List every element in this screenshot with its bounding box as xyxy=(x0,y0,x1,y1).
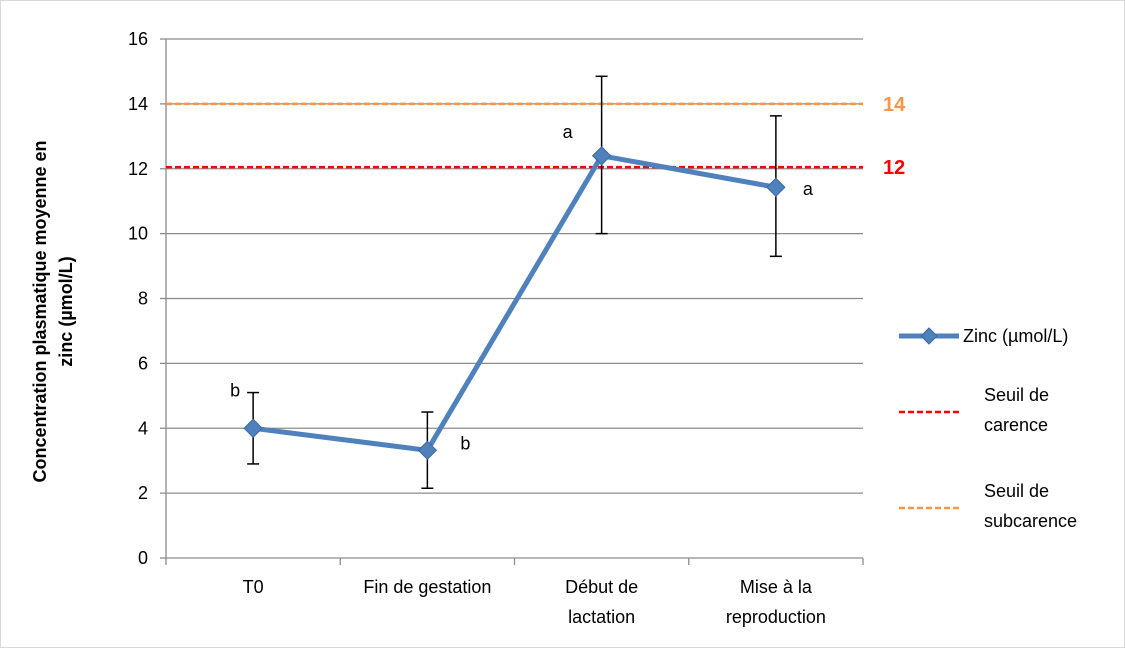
y-tick-label-8: 8 xyxy=(138,289,148,309)
gridlines xyxy=(166,38,863,494)
y-tick-label-14: 14 xyxy=(128,94,148,114)
y-tick-label-6: 6 xyxy=(138,353,148,373)
y-tick-label-12: 12 xyxy=(128,159,148,179)
legend: Zinc (µmol/L) Seuil de carence Seuil de subc… xyxy=(899,326,1077,531)
threshold-lines xyxy=(166,102,863,169)
chart-labels: 12 14 b b a a xyxy=(230,94,906,453)
data-point-2 xyxy=(591,146,612,166)
data-point-1 xyxy=(417,440,438,461)
significance-label-3: a xyxy=(803,179,814,199)
legend-label-threshold-0-1: carence xyxy=(984,415,1048,435)
y-tick-label-16: 16 xyxy=(128,29,148,49)
y-tick-label-10: 10 xyxy=(128,224,148,244)
y-tick-label-0: 0 xyxy=(138,548,148,568)
y-tick-label-2: 2 xyxy=(138,483,148,503)
significance-label-0: b xyxy=(230,380,240,400)
data-series xyxy=(243,146,786,461)
series-line-zinc xyxy=(252,153,777,453)
legend-marker-zinc xyxy=(920,327,938,345)
error-bars xyxy=(247,75,782,490)
y-tick-label-4: 4 xyxy=(138,418,148,438)
legend-label-zinc: Zinc (µmol/L) xyxy=(963,326,1068,346)
x-tick-label-0-0: T0 xyxy=(243,577,264,597)
threshold-label-0: 12 xyxy=(883,157,905,179)
x-tick-label-2-1: lactation xyxy=(568,607,635,627)
axes: 0 2 4 6 8 10 12 14 16 T0 Fin de gestation Début de l… xyxy=(30,29,864,627)
legend-label-threshold-1-0: Seuil de xyxy=(984,481,1049,501)
legend-label-threshold-0-0: Seuil de xyxy=(984,385,1049,405)
y-axis-title-line-1: zinc (µmol/L) xyxy=(56,256,76,366)
x-tick-label-1-0: Fin de gestation xyxy=(363,577,491,597)
x-tick-label-2-0: Début de xyxy=(565,577,638,597)
legend-label-threshold-1-1: subcarence xyxy=(984,511,1077,531)
y-axis-title-line-0: Concentration plasmatique moyenne en xyxy=(30,140,50,482)
x-tick-label-3-0: Mise à la xyxy=(740,577,813,597)
x-tick-label-3-1: reproduction xyxy=(726,607,826,627)
significance-label-2: a xyxy=(563,122,574,142)
significance-label-1: b xyxy=(460,433,470,453)
data-point-3 xyxy=(766,177,786,197)
threshold-label-1: 14 xyxy=(883,94,906,116)
data-point-0 xyxy=(243,418,263,438)
